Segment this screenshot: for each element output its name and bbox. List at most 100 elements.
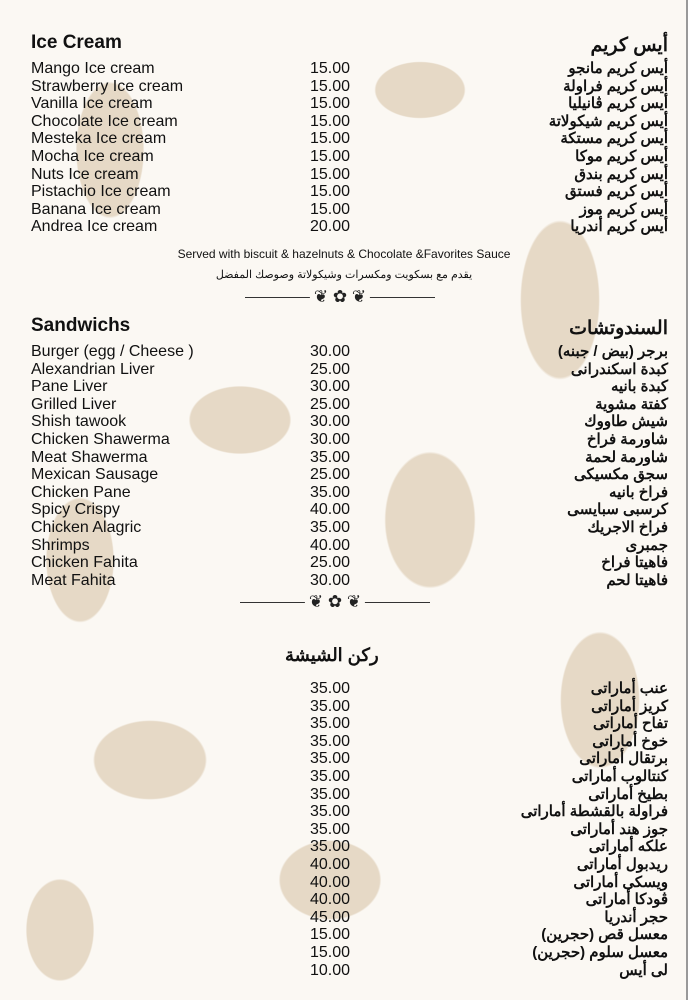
item-name-ar: كبدة اسكندرانى [570,360,668,378]
item-name-en: Pane Liver [31,378,108,396]
item-name-ar: تفاح أماراتى [592,715,668,733]
menu-item: 35.00 جوز هند أماراتى [0,821,688,839]
menu-item: 10.00 لى أيس [0,962,688,980]
sandwiches-title-en: Sandwichs [31,315,131,336]
item-name-ar: معسل قص (حجرين) [541,926,668,944]
item-price: 15.00 [310,926,351,944]
item-name-ar: خوخ أماراتى [592,732,668,750]
menu-item: Grilled Liver 25.00 كفتة مشوية [0,396,688,414]
item-name-ar: شاورمة لحمة [585,448,668,466]
item-name-en: Nuts Ice cream [31,165,139,183]
menu-item: Alexandrian Liver 25.00 كبدة اسكندرانى [0,361,688,379]
item-price: 35.00 [310,838,351,856]
shisha-list: 35.00 عنب أماراتى 35.00 كريز أماراتى 35.00 تف… [0,680,688,979]
ornament-divider: ❦ ✿ ❦ [240,591,430,613]
item-name-ar: برتقال أماراتى [579,750,668,768]
item-name-ar: كنتالوب أماراتى [571,767,668,785]
menu-item: Chicken Fahita 25.00 فاهيتا فراخ [0,554,688,572]
item-name-en: Mesteka Ice cream [31,130,167,148]
menu-item: 45.00 حجر أندريا [0,909,688,927]
menu-item: 15.00 معسل قص (حجرين) [0,926,688,944]
menu-item: Strawberry Ice cream 15.00 أيس كريم فراولة [0,78,688,96]
menu-item: Nuts Ice cream 15.00 أيس كريم بندق [0,166,688,184]
item-name-en: Andrea Ice cream [31,218,158,236]
ice-cream-note-en: Served with biscuit & hazelnuts & Chocol… [177,247,511,261]
item-price: 15.00 [310,200,351,218]
item-price: 25.00 [310,360,351,378]
item-price: 15.00 [310,183,351,201]
ice-cream-list: Mango Ice cream 15.00 أيس كريم مانجو Strawb… [0,60,688,236]
item-name-ar: علكه أماراتى [588,838,668,856]
item-name-en: Shrimps [31,536,90,554]
menu-item: 40.00 ويسكى أماراتى [0,874,688,892]
menu-item: 15.00 معسل سلوم (حجرين) [0,944,688,962]
item-price: 40.00 [310,855,351,873]
page-border [686,0,688,1000]
item-name-ar: فاهيتا فراخ [601,554,668,572]
item-name-en: Strawberry Ice cream [31,77,184,95]
ice-cream-note-ar: يقدم مع بسكويت ومكسرات وشيكولاتة وصوصك ا… [215,269,473,281]
item-name-ar: برجر (بيض / جبنه) [557,343,668,360]
item-name-ar: جمبرى [625,536,669,554]
item-price: 35.00 [310,518,351,536]
item-name-en: Burger (egg / Cheese ) [31,343,194,360]
menu-item: 40.00 ڤودكا أماراتى [0,891,688,909]
item-name-ar: معسل سلوم (حجرين) [532,943,668,961]
item-price: 35.00 [310,732,351,750]
item-name-en: Meat Fahita [31,571,116,589]
item-name-ar: أيس كريم بندق [574,165,668,183]
menu-item: Mocha Ice cream 15.00 أيس كريم موكا [0,148,688,166]
item-price: 45.00 [310,908,351,926]
item-name-ar: فراخ الاجريك [587,518,668,536]
item-price: 15.00 [310,147,351,165]
menu-item: Spicy Crispy 40.00 كرسبى سبايسى [0,501,688,519]
item-price: 30.00 [310,430,351,448]
item-name-ar: كفتة مشوية [595,395,668,413]
item-name-ar: شاورمة فراخ [586,430,668,448]
menu-item: Meat Shawerma 35.00 شاورمة لحمة [0,449,688,467]
menu-item: Chicken Pane 35.00 فراخ بانيه [0,484,688,502]
item-price: 35.00 [310,448,351,466]
menu-item: 35.00 علكه أماراتى [0,838,688,856]
menu-item: Chicken Shawerma 30.00 شاورمة فراخ [0,431,688,449]
item-name-en: Chicken Pane [31,483,131,501]
item-name-ar: أيس كريم فستق [565,183,668,201]
menu-item: Banana Ice cream 15.00 أيس كريم موز [0,201,688,219]
item-price: 40.00 [310,501,351,519]
item-price: 25.00 [310,395,351,413]
item-price: 40.00 [310,873,351,891]
menu-item: 35.00 بطيخ أماراتى [0,786,688,804]
item-price: 30.00 [310,343,351,360]
item-name-ar: سجق مكسيكى [574,466,668,484]
item-price: 15.00 [310,943,351,961]
ornament-divider: ❦ ✿ ❦ [245,286,435,308]
item-price: 35.00 [310,820,351,838]
ice-cream-title-ar: أيس كريم [590,35,668,56]
item-name-ar: أيس كريم مستكة [560,130,668,148]
item-price: 35.00 [310,803,351,821]
item-name-en: Chicken Alagric [31,518,142,536]
item-name-en: Chicken Fahita [31,554,138,572]
item-name-ar: فراخ بانيه [609,483,668,501]
item-price: 15.00 [310,95,351,113]
sandwiches-list: Burger (egg / Cheese ) 30.00 برجر (بيض / ج… [0,343,688,589]
item-name-ar: شيش طاووك [584,413,668,431]
item-price: 15.00 [310,165,351,183]
item-price: 25.00 [310,554,351,572]
shisha-title-ar: ركن الشيشة [285,645,379,665]
item-name-ar: جوز هند أماراتى [570,820,668,838]
item-price: 10.00 [310,961,351,979]
menu-item: 35.00 فراولة بالقشطة أماراتى [0,803,688,821]
menu-item: 35.00 برتقال أماراتى [0,750,688,768]
item-name-ar: بطيخ أماراتى [588,785,668,803]
ice-cream-title-en: Ice Cream [31,32,122,53]
item-name-ar: أيس كريم موز [579,200,668,218]
item-price: 35.00 [310,785,351,803]
ornament-icon: ❦ ✿ ❦ [304,591,366,613]
menu-item: Pistachio Ice cream 15.00 أيس كريم فستق [0,183,688,201]
menu-item: 35.00 تفاح أماراتى [0,715,688,733]
item-price: 35.00 [310,750,351,768]
menu-item: Mango Ice cream 15.00 أيس كريم مانجو [0,60,688,78]
item-name-en: Pistachio Ice cream [31,183,171,201]
item-price: 30.00 [310,378,351,396]
